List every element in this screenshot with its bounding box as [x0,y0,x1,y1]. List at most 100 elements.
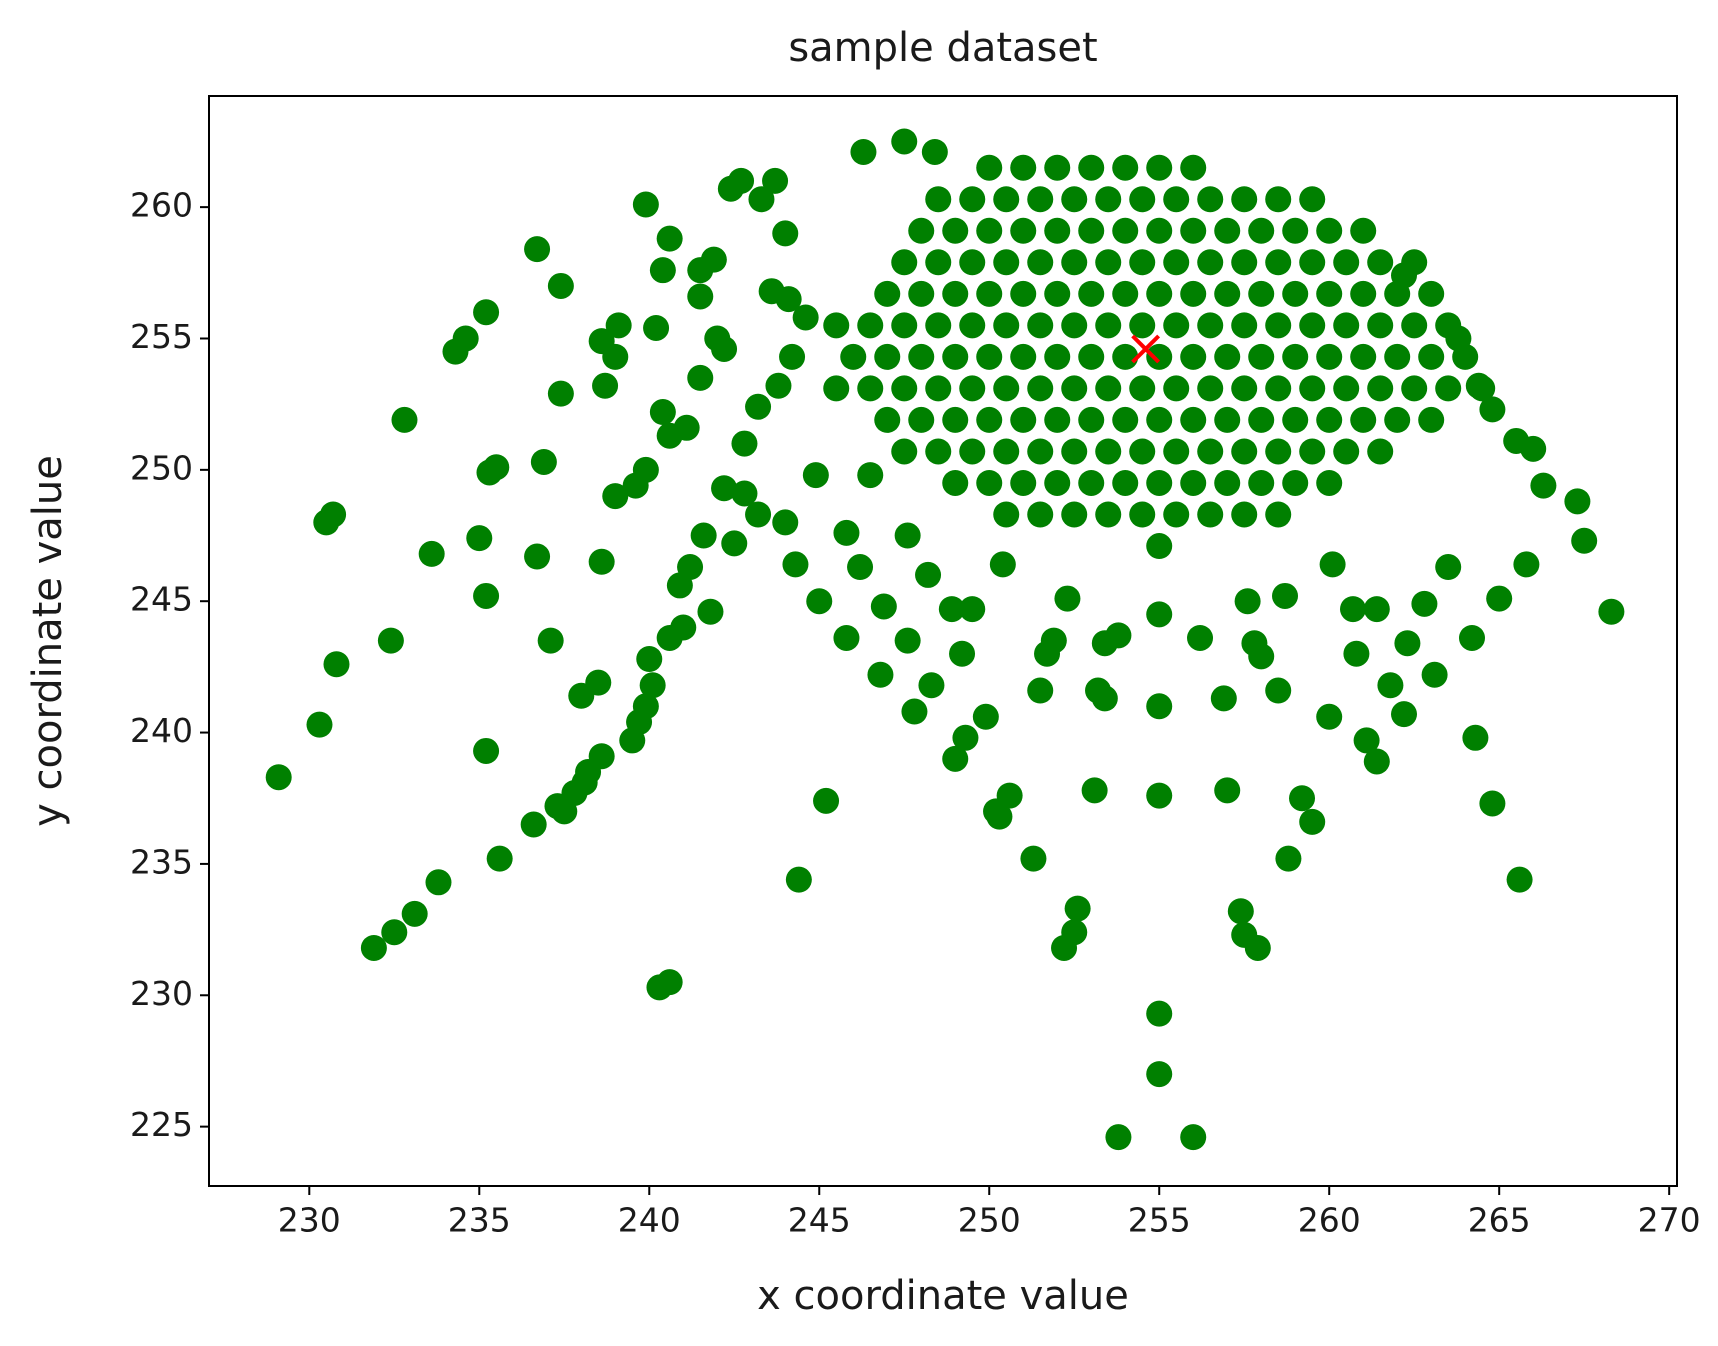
point [1112,469,1139,496]
point [1214,777,1241,804]
point [418,540,445,567]
point [711,335,738,362]
x-tick-label: 245 [788,1201,851,1240]
point [1078,280,1105,307]
point [1316,703,1343,730]
point [1391,701,1418,728]
point [1095,249,1122,276]
point [1010,217,1037,244]
point [959,249,986,276]
point [847,554,874,581]
point [802,462,829,489]
point [908,217,935,244]
point [1129,375,1156,402]
point [806,588,833,615]
point [711,475,738,502]
point [687,283,714,310]
point [602,483,629,510]
point [894,627,921,654]
point [547,380,574,407]
point [745,393,772,420]
y-axis-label: y coordinate value [25,455,71,827]
point [949,640,976,667]
point [1282,469,1309,496]
point [323,651,350,678]
point [1316,406,1343,433]
point [1027,249,1054,276]
point [1319,551,1346,578]
point [1081,777,1108,804]
point [1078,469,1105,496]
point [1129,186,1156,213]
point [918,672,945,699]
point [1078,154,1105,181]
point [1095,186,1122,213]
point [1479,790,1506,817]
point [1061,249,1088,276]
point [993,312,1020,339]
point [972,703,999,730]
point [1061,501,1088,528]
point [976,280,1003,307]
point [1163,186,1190,213]
point [942,343,969,370]
point [1333,438,1360,465]
point [636,645,663,672]
point [1486,585,1513,612]
point [1350,217,1377,244]
point [779,343,806,370]
point [1363,748,1390,775]
point [320,501,347,528]
point [547,272,574,299]
x-tick-label: 235 [448,1201,511,1240]
point [833,519,860,546]
point [1316,217,1343,244]
point [840,343,867,370]
point [1146,693,1173,720]
point [1129,249,1156,276]
point [857,312,884,339]
point [1350,280,1377,307]
point [785,866,812,893]
point [993,375,1020,402]
point [1282,406,1309,433]
point [833,624,860,651]
point [1061,312,1088,339]
point [1027,186,1054,213]
point [1112,217,1139,244]
point [1180,343,1207,370]
point [1197,186,1224,213]
point [1027,312,1054,339]
point [850,138,877,165]
point [1105,1124,1132,1151]
point [1163,375,1190,402]
point [1248,343,1275,370]
point [1265,375,1292,402]
point [1265,677,1292,704]
point [1231,312,1258,339]
point [1146,782,1173,809]
point [993,501,1020,528]
point [673,414,700,441]
point [1214,343,1241,370]
point [1282,280,1309,307]
point [976,343,1003,370]
point [993,438,1020,465]
point [1095,312,1122,339]
point [857,375,884,402]
point [891,128,918,155]
point [585,669,612,696]
point [989,551,1016,578]
point [1289,785,1316,812]
point [1234,588,1261,615]
point [1244,934,1271,961]
point [894,522,921,549]
point [381,919,408,946]
point [1435,312,1462,339]
point [993,249,1020,276]
point [1146,406,1173,433]
point [1180,217,1207,244]
point [1010,280,1037,307]
point [1129,438,1156,465]
point [925,312,952,339]
